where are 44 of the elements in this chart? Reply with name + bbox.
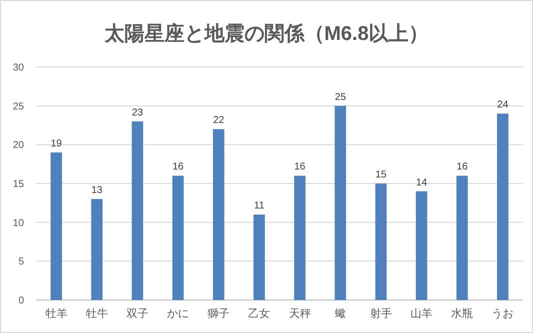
bar — [50, 152, 62, 300]
y-tick-label: 25 — [12, 101, 24, 112]
y-tick-label: 5 — [18, 256, 24, 268]
bar — [456, 176, 468, 300]
data-label: 19 — [50, 138, 62, 150]
bar — [132, 121, 144, 300]
data-label: 23 — [132, 107, 144, 118]
x-tick-label: 牡牛 — [86, 307, 108, 320]
x-tick-label: かに — [167, 308, 190, 320]
x-tick-label: 山羊 — [410, 307, 433, 320]
data-label: 14 — [416, 177, 428, 188]
y-tick-label: 0 — [18, 296, 24, 306]
data-label: 25 — [334, 92, 346, 103]
x-tick-label: 牡羊 — [45, 308, 68, 320]
bar — [212, 129, 224, 300]
bar — [334, 106, 346, 300]
x-tick-label: 天秤 — [288, 308, 311, 320]
y-tick-label: 15 — [12, 179, 24, 190]
bar — [497, 114, 508, 300]
data-label: 16 — [172, 162, 184, 173]
y-tick-label: 30 — [12, 62, 24, 74]
x-tick-label: 射手 — [370, 307, 392, 320]
bar — [254, 214, 265, 300]
bar — [294, 176, 306, 300]
bar — [416, 191, 428, 300]
data-label: 13 — [91, 185, 103, 196]
x-tick-label: 乙女 — [248, 308, 270, 320]
x-tick-label: うお — [492, 308, 514, 320]
data-label: 24 — [497, 100, 509, 111]
data-label: 16 — [294, 162, 306, 173]
data-label: 15 — [375, 170, 387, 180]
chart-title: 太陽星座と地震の関係（M6.8以上） — [103, 22, 429, 45]
x-tick-label: 蠍 — [334, 307, 346, 320]
data-label: 16 — [456, 162, 468, 173]
x-tick-label: 双子 — [126, 308, 148, 320]
y-tick-label: 20 — [12, 140, 24, 152]
bar — [91, 199, 103, 300]
data-label: 11 — [254, 200, 265, 212]
bar — [172, 176, 184, 300]
x-tick-label: 獅子 — [208, 308, 230, 320]
y-tick-label: 10 — [12, 218, 24, 229]
x-tick-label: 水瓶 — [451, 307, 474, 320]
bar — [375, 184, 387, 300]
data-label: 22 — [213, 115, 225, 126]
